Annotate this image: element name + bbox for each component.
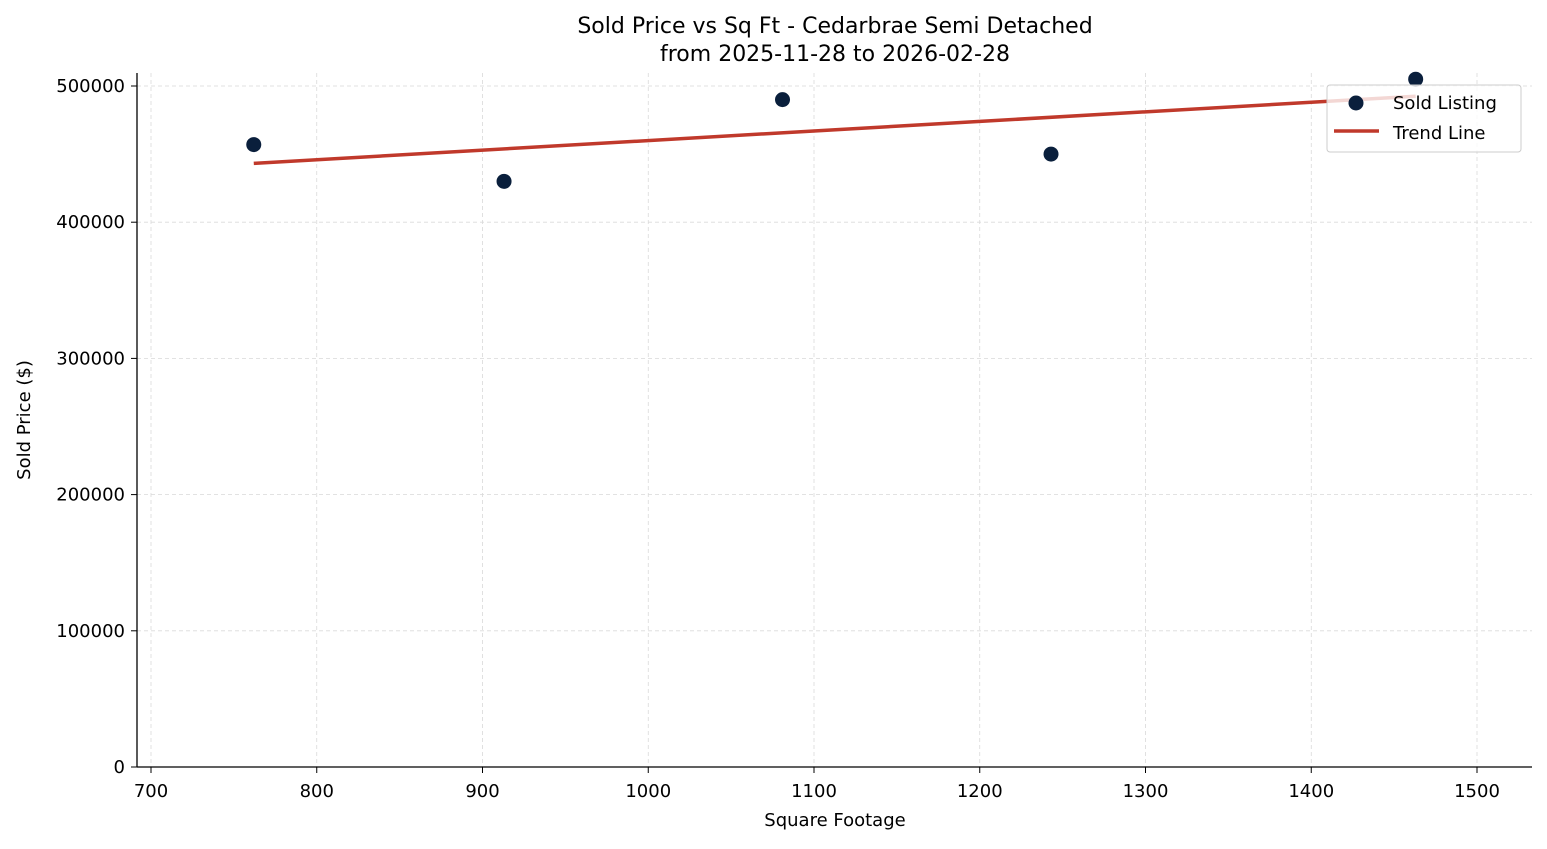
- legend-marker-sold-listing: [1348, 95, 1364, 111]
- x-tick-label: 1500: [1454, 781, 1500, 802]
- data-point: [1408, 71, 1424, 87]
- x-axis-label: Square Footage: [764, 810, 905, 831]
- x-tick-label: 1300: [1123, 781, 1169, 802]
- legend-label-sold-listing: Sold Listing: [1393, 93, 1497, 114]
- grid: [137, 73, 1532, 768]
- ticks: 700 800 900 1000 1100 1200 1300 1400 1500 0 100000…: [56, 76, 1500, 802]
- data-point: [775, 92, 791, 108]
- x-tick-label: 1000: [625, 781, 671, 802]
- trend-line: [253, 94, 1416, 166]
- y-tick-label: 500000: [56, 76, 125, 97]
- x-tick-label: 700: [134, 781, 168, 802]
- data-point: [1043, 146, 1059, 162]
- x-tick-label: 1400: [1288, 781, 1334, 802]
- x-tick-label: 900: [465, 781, 499, 802]
- x-tick-label: 800: [300, 781, 334, 802]
- y-tick-label: 200000: [56, 485, 125, 506]
- legend-box: [1326, 84, 1522, 153]
- chart-subtitle: from 2025-11-28 to 2026-02-28: [660, 42, 1010, 67]
- marks: [246, 71, 1424, 189]
- legend: Sold Listing Trend Line: [1326, 84, 1522, 153]
- x-tick-label: 1100: [791, 781, 837, 802]
- data-point: [246, 137, 262, 153]
- y-axis-label: Sold Price ($): [14, 360, 35, 480]
- chart-title: Sold Price vs Sq Ft - Cedarbrae Semi Det…: [577, 14, 1092, 39]
- data-point: [496, 173, 512, 189]
- y-tick-label: 300000: [56, 348, 125, 369]
- x-tick-label: 1200: [957, 781, 1003, 802]
- legend-label-trend-line: Trend Line: [1392, 123, 1486, 144]
- y-tick-label: 100000: [56, 621, 125, 642]
- y-tick-label: 400000: [56, 212, 125, 233]
- y-tick-label: 0: [114, 757, 125, 778]
